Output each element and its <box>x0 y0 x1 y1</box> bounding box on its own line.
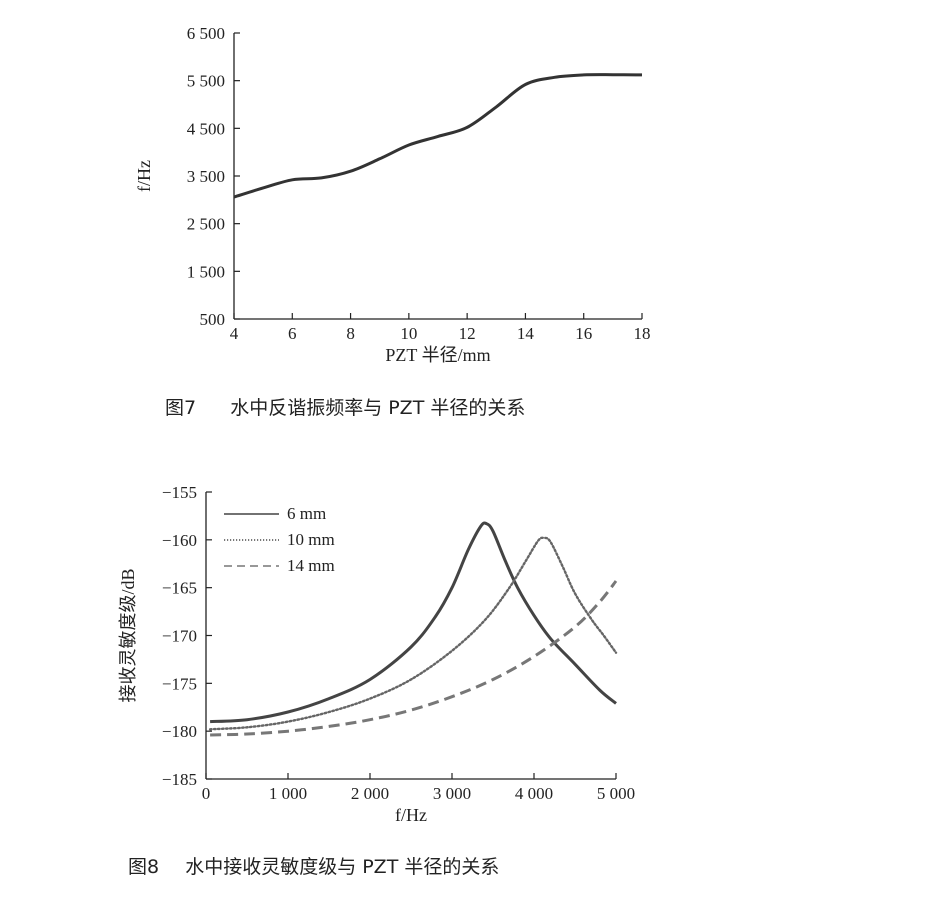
x-tick-label: 2 000 <box>351 784 389 803</box>
x-tick-label: 4 <box>230 324 239 343</box>
x-tick-label: 3 000 <box>433 784 471 803</box>
legend: 6 mm 10 mm 14 mm <box>224 504 335 575</box>
y-axis-title: 接收灵敏度级/dB <box>118 568 138 702</box>
x-tick-label: 12 <box>459 324 476 343</box>
y-tick-label: 4 500 <box>187 119 225 138</box>
x-tick-label: 1 000 <box>269 784 307 803</box>
y-tick-label: −155 <box>162 483 197 502</box>
x-tick-label: 16 <box>575 324 592 343</box>
series-line-3 <box>210 580 618 737</box>
y-axis-title: f/Hz <box>134 160 154 192</box>
caption-number: 图8 <box>128 856 160 878</box>
y-tick-label: 500 <box>200 310 226 329</box>
series-line-1 <box>233 73 643 199</box>
series-line-1 <box>210 521 617 724</box>
legend-label: 6 mm <box>287 504 326 523</box>
y-tick-label: −175 <box>162 674 197 693</box>
chart-2: −185 −180 −175 −170 −165 −160 −155 0 1 000 2 000 3… <box>118 483 635 825</box>
caption-number: 图7 <box>165 397 197 419</box>
x-axis-title: f/Hz <box>395 805 427 825</box>
x-tick-label: 18 <box>634 324 651 343</box>
x-tick-label: 5 000 <box>597 784 635 803</box>
y-tick-label: −165 <box>162 579 197 598</box>
x-tick-label: 8 <box>346 324 355 343</box>
caption-figure-7: 图7 水中反谐振频率与 PZT 半径的关系 <box>165 393 525 420</box>
y-tick-label: −170 <box>162 627 197 646</box>
x-tick-label: 14 <box>517 324 535 343</box>
x-tick-label: 4 000 <box>515 784 553 803</box>
y-tick-label: −180 <box>162 722 197 741</box>
caption-title: 水中反谐振频率与 PZT 半径的关系 <box>230 397 526 419</box>
series-line-2 <box>208 536 618 731</box>
caption-title: 水中接收灵敏度级与 PZT 半径的关系 <box>185 856 500 878</box>
x-tick-label: 6 <box>288 324 297 343</box>
y-tick-label: 6 500 <box>187 24 225 43</box>
y-tick-label: 2 500 <box>187 215 225 234</box>
x-tick-label: 10 <box>400 324 417 343</box>
legend-label: 14 mm <box>287 556 335 575</box>
y-tick-label: 1 500 <box>187 262 225 281</box>
caption-figure-8: 图8 水中接收灵敏度级与 PZT 半径的关系 <box>128 852 499 879</box>
legend-label: 10 mm <box>287 530 335 549</box>
y-tick-label: 3 500 <box>187 167 225 186</box>
x-tick-label: 0 <box>202 784 211 803</box>
y-tick-label: −160 <box>162 531 197 550</box>
y-tick-label: 5 500 <box>187 72 225 91</box>
y-tick-label: −185 <box>162 770 197 789</box>
chart-1: 500 1 500 2 500 3 500 4 500 5 500 6 500 4 6 8 10 12… <box>134 24 651 365</box>
x-axis-title: PZT 半径/mm <box>385 345 490 365</box>
